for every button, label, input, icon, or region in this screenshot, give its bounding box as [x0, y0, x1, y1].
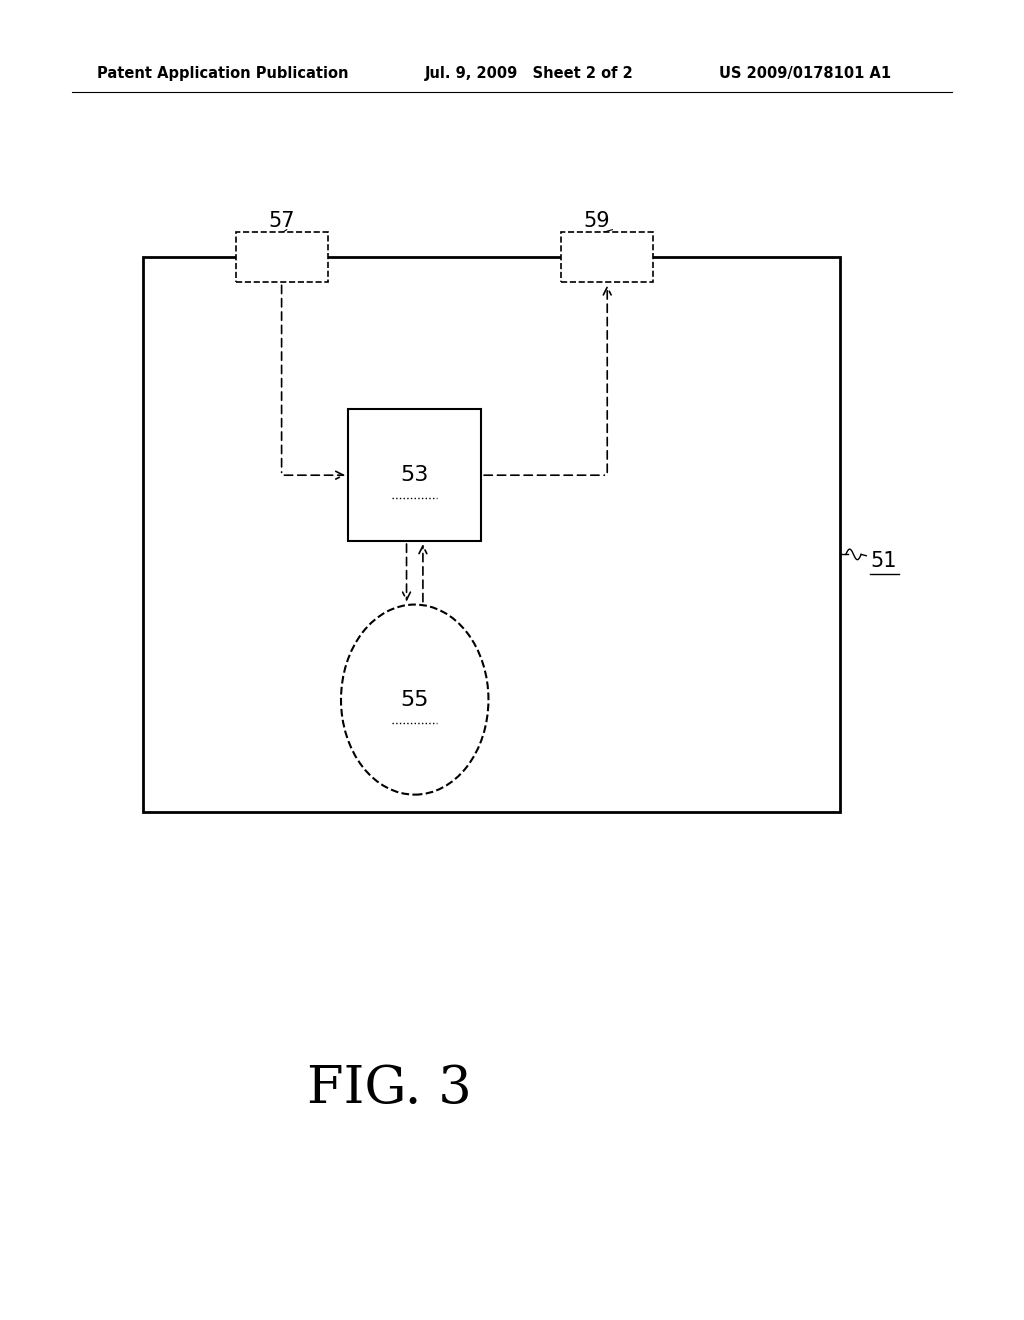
- Text: 53: 53: [400, 465, 429, 486]
- Bar: [348, 409, 481, 541]
- Text: 57: 57: [268, 211, 295, 231]
- Bar: [143, 257, 840, 812]
- Text: 55: 55: [400, 689, 429, 710]
- Bar: [561, 232, 653, 282]
- Text: 59: 59: [584, 211, 610, 231]
- Bar: [236, 232, 328, 282]
- Text: US 2009/0178101 A1: US 2009/0178101 A1: [719, 66, 891, 81]
- Text: 51: 51: [870, 550, 897, 572]
- Text: Jul. 9, 2009   Sheet 2 of 2: Jul. 9, 2009 Sheet 2 of 2: [425, 66, 634, 81]
- Ellipse shape: [341, 605, 488, 795]
- Text: FIG. 3: FIG. 3: [307, 1064, 471, 1114]
- Text: Patent Application Publication: Patent Application Publication: [97, 66, 349, 81]
